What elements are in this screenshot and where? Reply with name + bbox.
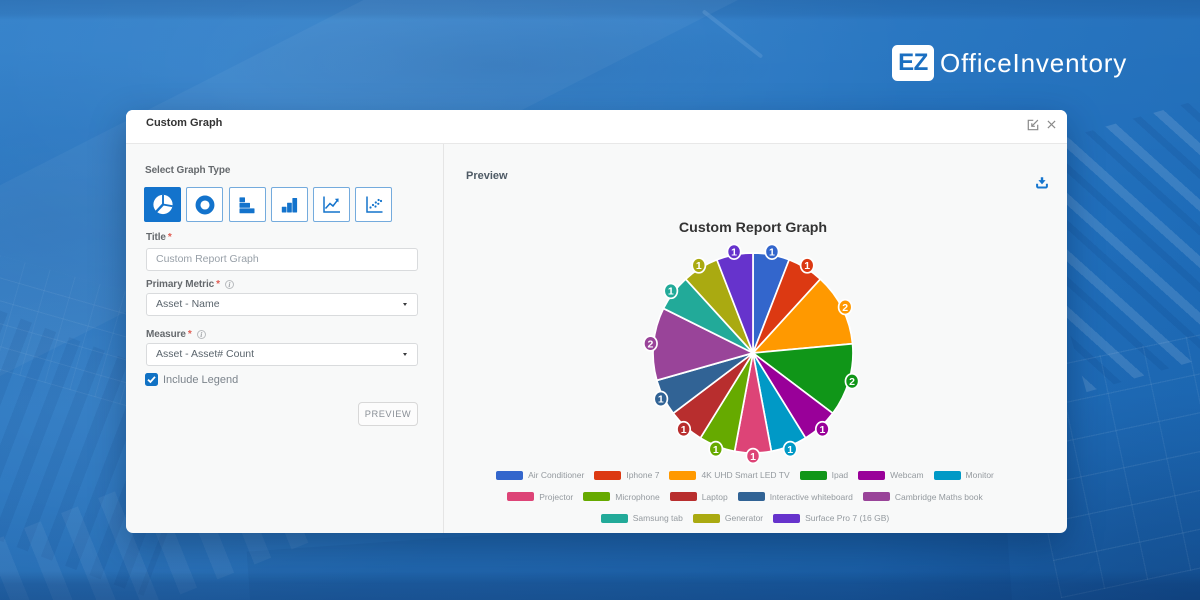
svg-text:1: 1 [658,394,664,406]
svg-text:1: 1 [819,424,825,436]
svg-text:1: 1 [668,286,674,298]
svg-text:1: 1 [769,247,775,259]
svg-text:1: 1 [750,451,756,463]
svg-text:1: 1 [787,444,793,456]
svg-text:2: 2 [849,376,855,388]
svg-text:1: 1 [696,260,702,272]
svg-text:1: 1 [681,424,687,436]
svg-text:1: 1 [731,247,737,259]
svg-text:1: 1 [713,444,719,456]
svg-text:2: 2 [648,338,654,350]
svg-text:2: 2 [842,302,848,314]
svg-text:1: 1 [804,260,810,272]
